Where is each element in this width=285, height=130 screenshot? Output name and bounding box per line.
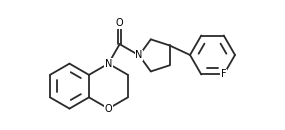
Text: O: O <box>116 18 123 28</box>
Text: N: N <box>135 50 143 60</box>
Text: F: F <box>221 69 227 79</box>
Text: N: N <box>105 59 112 69</box>
Text: O: O <box>105 104 112 114</box>
